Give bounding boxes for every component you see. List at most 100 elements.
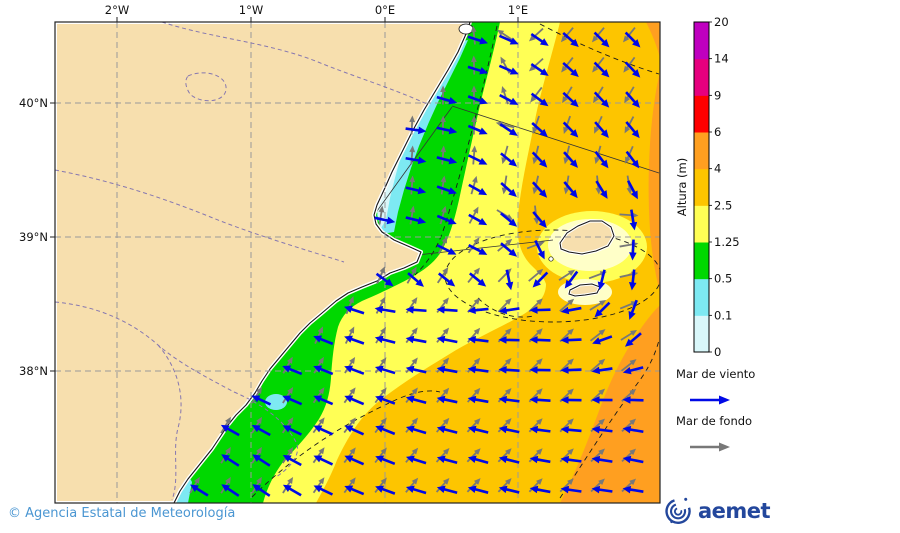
- arrow-head: [504, 478, 512, 485]
- arrow-head: [344, 365, 353, 373]
- arrow-head: [497, 29, 505, 36]
- arrow-head: [560, 306, 570, 315]
- arrow-shaft: [442, 457, 458, 465]
- arrow-head: [539, 68, 549, 76]
- arrow-shaft: [528, 450, 541, 463]
- wave-band-cyan: [377, 40, 468, 234]
- y-tick-label-38n: 38°N: [19, 364, 48, 378]
- arrow-shaft: [499, 93, 514, 104]
- arrow-shaft: [318, 426, 334, 436]
- arrow-head: [508, 188, 517, 197]
- arrow-shaft: [594, 121, 606, 135]
- arrow-head: [405, 455, 415, 463]
- colorbar-segment: [694, 168, 709, 206]
- arrow-shaft: [625, 91, 637, 105]
- arrow-shaft: [318, 367, 334, 376]
- arrow-shaft: [287, 367, 303, 376]
- arrow-head: [567, 298, 575, 306]
- arrow-head: [436, 306, 445, 314]
- arrow-shaft: [378, 209, 383, 225]
- colorbar-tick-label: 1.25: [714, 235, 740, 249]
- arrow-head: [622, 425, 632, 434]
- arrow-head: [473, 357, 481, 365]
- arrow-shaft: [473, 427, 489, 434]
- arrow-shaft: [436, 185, 452, 193]
- arrow-shaft: [374, 216, 390, 223]
- arrow-head: [409, 175, 416, 183]
- arrow-shaft: [469, 272, 483, 284]
- arrow-shaft: [497, 300, 510, 313]
- arrow-shaft: [563, 56, 574, 70]
- arrow-shaft: [624, 31, 638, 45]
- arrow-shaft: [500, 182, 514, 194]
- arrow-shaft: [563, 151, 575, 165]
- legend-wind-arrow-icon: [690, 395, 730, 405]
- arrow-head: [411, 357, 418, 365]
- arrow-shaft: [405, 186, 421, 193]
- arrow-head: [380, 387, 387, 395]
- arrow-head: [467, 485, 477, 494]
- arrow-shaft: [436, 95, 452, 103]
- arrow-head: [505, 281, 514, 291]
- arrow-head: [563, 126, 569, 134]
- arrow-head: [538, 219, 547, 229]
- arrow-head: [504, 298, 512, 305]
- arrow-shaft: [436, 300, 447, 314]
- arrow-head: [560, 366, 569, 374]
- arrow-shaft: [467, 35, 483, 43]
- arrow-head: [536, 298, 543, 305]
- arrow-shaft: [628, 427, 644, 434]
- arrow-shaft: [625, 116, 635, 130]
- arrow-shaft: [559, 420, 572, 433]
- arrow-shaft: [565, 175, 570, 191]
- arrow-shaft: [563, 181, 575, 195]
- arrow-head: [473, 327, 481, 335]
- arrow-shaft: [597, 458, 613, 463]
- arrow-shaft: [630, 299, 638, 315]
- colorbar-tick-label: 0.1: [714, 308, 732, 322]
- arrow-shaft: [528, 480, 541, 493]
- arrow-shaft: [625, 150, 637, 165]
- arrow-head: [567, 269, 575, 276]
- x-tick-label-1e: 1°E: [508, 3, 528, 17]
- arrow-shaft: [626, 145, 634, 160]
- arrow-shaft: [566, 428, 582, 433]
- arrow-shaft: [566, 338, 582, 342]
- arrow-head: [446, 278, 456, 287]
- arrow-head: [622, 455, 632, 464]
- arrow-head: [529, 366, 538, 374]
- arrow-head: [479, 37, 488, 45]
- arrow-head: [536, 478, 543, 485]
- arrow-shaft: [535, 338, 551, 342]
- arrow-shaft: [442, 367, 458, 374]
- arrow-shaft: [468, 244, 483, 254]
- arrow-head: [622, 396, 631, 404]
- arrow-shaft: [256, 456, 271, 467]
- arrow-head: [349, 417, 356, 425]
- arrow-shaft: [567, 270, 579, 285]
- arrow-head: [563, 187, 570, 195]
- arrow-head: [471, 55, 477, 63]
- arrow-shaft: [505, 269, 512, 285]
- arrow-shaft: [441, 149, 445, 165]
- arrow-head: [440, 205, 447, 213]
- arrow-head: [478, 217, 488, 226]
- arrow-head: [508, 248, 518, 257]
- arrow-head: [313, 455, 323, 463]
- arrow-head: [508, 128, 518, 136]
- arrow-head: [508, 158, 518, 167]
- arrow-head: [473, 478, 481, 485]
- arrow-shaft: [597, 367, 613, 372]
- arrow-shaft: [442, 308, 458, 313]
- arrow-shaft: [619, 302, 634, 310]
- arrow-shaft: [411, 308, 427, 313]
- arrow-shaft: [318, 397, 334, 406]
- axis-ticks: [50, 17, 519, 372]
- arrow-shaft: [562, 121, 576, 135]
- arrow-head: [509, 37, 519, 45]
- arrow-head: [562, 96, 568, 104]
- arrow-field: [189, 25, 644, 497]
- arrow-shaft: [318, 456, 334, 466]
- arrow-head: [411, 327, 418, 335]
- arrow-shaft: [497, 420, 510, 433]
